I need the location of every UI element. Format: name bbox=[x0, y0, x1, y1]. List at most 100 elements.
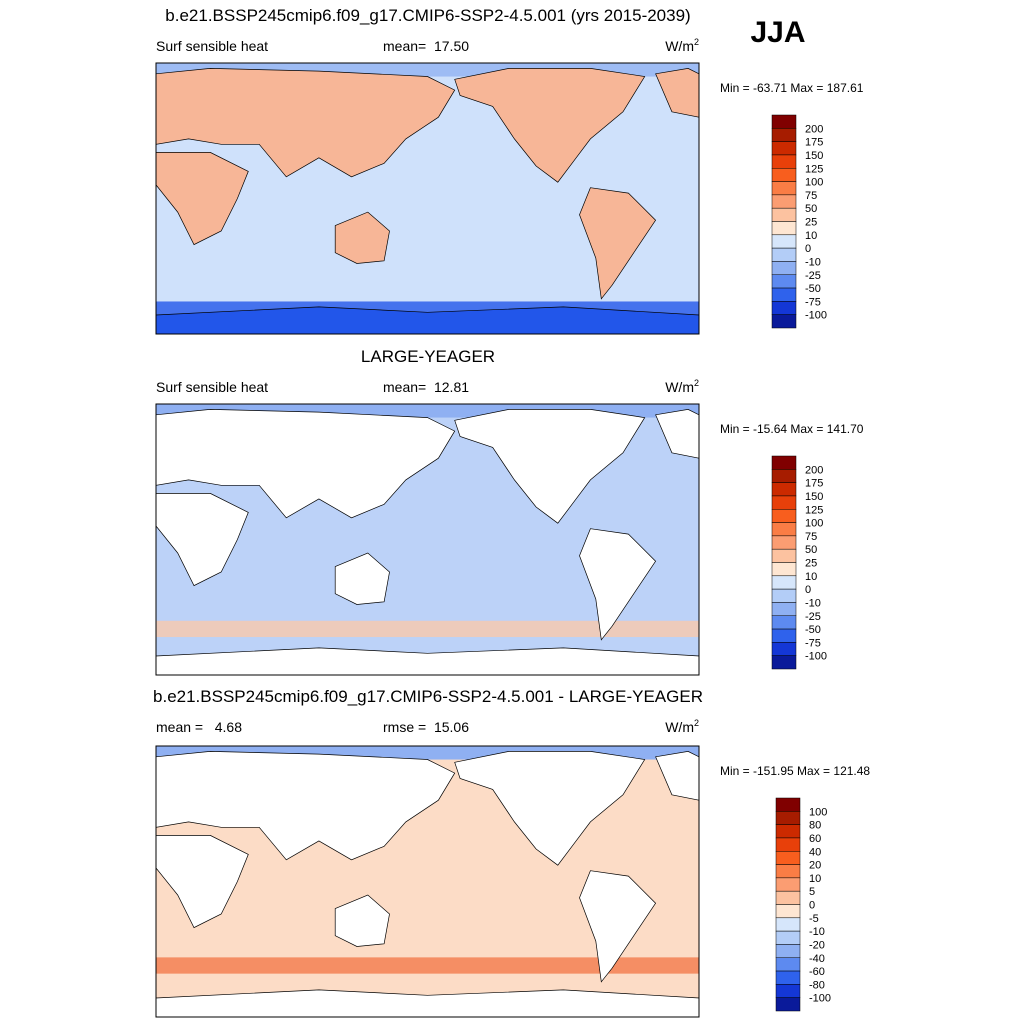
panel-center-label: mean= 12.81 bbox=[383, 379, 469, 395]
continent bbox=[155, 751, 456, 861]
continent bbox=[579, 870, 657, 983]
colorbar-label: -25 bbox=[805, 270, 821, 282]
colorbar-box bbox=[771, 495, 797, 510]
colorbar-label: -100 bbox=[809, 993, 831, 1005]
colorbar-box bbox=[771, 642, 797, 656]
colorbar-label: 125 bbox=[805, 504, 823, 516]
colorbar-label: -75 bbox=[805, 637, 821, 649]
colorbar-box bbox=[771, 602, 797, 616]
colorbar-box bbox=[771, 562, 797, 577]
colorbar-label: 50 bbox=[805, 203, 817, 215]
colorbar-label: 0 bbox=[805, 584, 811, 596]
colorbar-box bbox=[775, 930, 801, 945]
colorbar-label: 50 bbox=[805, 544, 817, 556]
map bbox=[155, 403, 700, 676]
colorbar-label: 100 bbox=[805, 518, 823, 530]
colorbar-label: 150 bbox=[805, 150, 823, 162]
map bbox=[155, 745, 700, 1018]
colorbar-label: -40 bbox=[809, 953, 825, 965]
units-text: W/m bbox=[665, 38, 694, 54]
continent bbox=[155, 493, 249, 587]
colorbar-box bbox=[771, 114, 797, 129]
continent bbox=[334, 552, 390, 605]
colorbar-label: 10 bbox=[805, 571, 817, 583]
colorbar-box bbox=[775, 917, 801, 932]
units-superscript: 2 bbox=[694, 718, 699, 728]
colorbar-label: 175 bbox=[805, 478, 823, 490]
colorbar-box bbox=[771, 314, 797, 329]
colorbar-label: -5 bbox=[809, 913, 819, 925]
colorbar-label: 5 bbox=[809, 886, 815, 898]
colorbar-label: -60 bbox=[809, 966, 825, 978]
colorbar-box bbox=[771, 168, 797, 182]
continent bbox=[334, 894, 390, 947]
colorbar-label: -100 bbox=[805, 651, 827, 663]
colorbar-label: -10 bbox=[809, 926, 825, 938]
colorbar-box bbox=[771, 128, 797, 142]
colorbar-label: 25 bbox=[805, 558, 817, 570]
colorbar-box bbox=[771, 221, 797, 236]
units-label: W/m2 bbox=[665, 718, 699, 735]
colorbar-label: 10 bbox=[809, 873, 821, 885]
colorbar-label: 0 bbox=[805, 243, 811, 255]
colorbar-label: 25 bbox=[805, 217, 817, 229]
colorbar-box bbox=[771, 535, 797, 550]
continent bbox=[155, 152, 249, 246]
colorbar-label: -75 bbox=[805, 296, 821, 308]
continent bbox=[579, 187, 657, 300]
colorbar-label: -100 bbox=[805, 310, 827, 322]
season-label: JJA bbox=[750, 16, 805, 49]
units-text: W/m bbox=[665, 379, 694, 395]
colorbar-box bbox=[771, 655, 797, 670]
colorbar-label: 0 bbox=[809, 900, 815, 912]
colorbar-label: 150 bbox=[805, 491, 823, 503]
continent bbox=[155, 835, 249, 929]
colorbar-box bbox=[775, 997, 801, 1012]
colorbar-label: 80 bbox=[809, 820, 821, 832]
min-max-label: Min = -63.71 Max = 187.61 bbox=[720, 81, 864, 95]
zonal-band bbox=[156, 957, 699, 974]
units-superscript: 2 bbox=[694, 37, 699, 47]
colorbar-box bbox=[771, 261, 797, 275]
colorbar-label: -80 bbox=[809, 979, 825, 991]
colorbar-label: 125 bbox=[805, 163, 823, 175]
continent bbox=[155, 68, 456, 178]
continent bbox=[155, 409, 456, 519]
colorbar-label: -50 bbox=[805, 283, 821, 295]
colorbar-box bbox=[771, 181, 797, 196]
colorbar-label: 200 bbox=[805, 123, 823, 135]
colorbar-label: -10 bbox=[805, 256, 821, 268]
colorbar-label: -25 bbox=[805, 611, 821, 623]
colorbar-box bbox=[775, 824, 801, 839]
colorbar-label: 200 bbox=[805, 464, 823, 476]
continent bbox=[579, 528, 657, 641]
units-text: W/m bbox=[665, 719, 694, 735]
colorbar-box bbox=[771, 628, 797, 643]
colorbar-label: 100 bbox=[809, 806, 827, 818]
colorbar-box bbox=[775, 984, 801, 998]
colorbar-box bbox=[775, 864, 801, 879]
colorbar-box bbox=[771, 522, 797, 537]
colorbar-box bbox=[771, 207, 797, 222]
colorbar-box bbox=[771, 141, 797, 156]
map-frame bbox=[155, 745, 700, 1018]
colorbar-box bbox=[771, 509, 797, 523]
colorbar-box bbox=[771, 154, 797, 169]
units-superscript: 2 bbox=[694, 378, 699, 388]
colorbar-box bbox=[771, 482, 797, 497]
colorbar-box bbox=[771, 301, 797, 315]
colorbar-box bbox=[771, 575, 797, 590]
colorbar-box bbox=[775, 970, 801, 985]
colorbar-box bbox=[771, 194, 797, 209]
colorbar-box bbox=[775, 944, 801, 958]
panel-title: b.e21.BSSP245cmip6.f09_g17.CMIP6-SSP2-4.… bbox=[165, 6, 690, 25]
panel-left-label: Surf sensible heat bbox=[156, 38, 268, 54]
zonal-band bbox=[156, 620, 699, 638]
colorbar-box bbox=[771, 234, 797, 249]
colorbar-label: 60 bbox=[809, 833, 821, 845]
colorbar-box bbox=[775, 957, 801, 972]
colorbar-box bbox=[771, 469, 797, 483]
colorbar-box bbox=[771, 287, 797, 302]
units-label: W/m2 bbox=[665, 37, 699, 54]
colorbar-box bbox=[775, 904, 801, 919]
